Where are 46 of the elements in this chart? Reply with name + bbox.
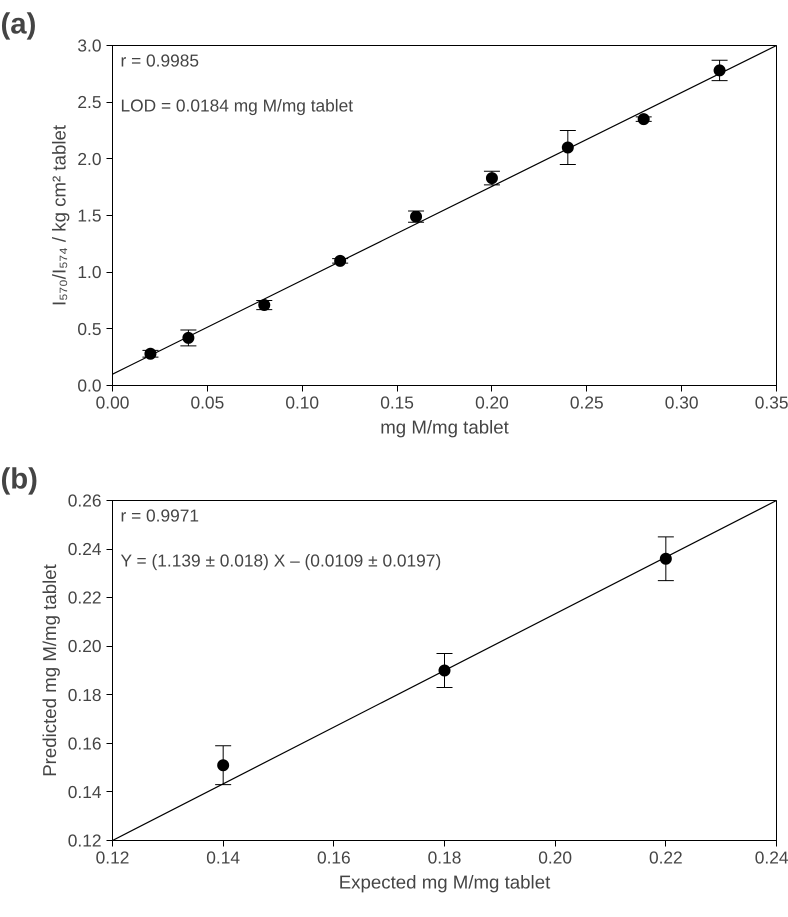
point bbox=[410, 210, 422, 223]
x-tick-label: 0.25 bbox=[570, 392, 604, 412]
x-tick-label: 0.15 bbox=[380, 392, 414, 412]
y-tick-label: 0.18 bbox=[68, 684, 102, 705]
x-tick-label: 0.12 bbox=[96, 848, 130, 868]
annotation: r = 0.9971 bbox=[120, 506, 200, 526]
point bbox=[144, 348, 156, 360]
y-tick-label: 0.24 bbox=[68, 539, 102, 560]
y-tick-label: 0.22 bbox=[68, 588, 102, 608]
x-tick-label: 0.10 bbox=[285, 392, 320, 412]
y-axis-title: I₅₇₀/I₅₇₄ / kg cm² tablet bbox=[48, 124, 70, 306]
y-tick-label: 3.0 bbox=[77, 36, 102, 56]
x-tick-label: 0.20 bbox=[538, 848, 572, 868]
y-tick-label: 1.5 bbox=[77, 206, 102, 226]
point bbox=[258, 299, 270, 312]
x-tick-label: 0.24 bbox=[754, 848, 788, 868]
point bbox=[217, 759, 230, 772]
x-tick-label: 0.14 bbox=[206, 848, 240, 868]
y-tick-label: 0.20 bbox=[68, 636, 102, 656]
y-axis-title: Predicted mg M/mg tablet bbox=[38, 563, 60, 777]
x-tick-label: 0.30 bbox=[664, 392, 699, 412]
x-tick-label: 0.35 bbox=[754, 392, 788, 412]
x-axis-title: mg M/mg tablet bbox=[380, 416, 510, 438]
annotation: r = 0.9985 bbox=[120, 50, 200, 70]
y-tick-label: 0.0 bbox=[77, 376, 102, 396]
y-tick-label: 0.16 bbox=[68, 733, 102, 754]
y-tick-label: 0.26 bbox=[68, 490, 102, 510]
y-tick-label: 0.5 bbox=[77, 318, 102, 339]
y-tick-label: 1.0 bbox=[77, 262, 102, 282]
point bbox=[638, 113, 650, 126]
annotation: Y = (1.139 ± 0.018) X – (0.0109 ± 0.0197) bbox=[120, 550, 442, 570]
point bbox=[334, 254, 346, 267]
y-tick-label: 0.14 bbox=[68, 782, 102, 802]
chart-title: (b) bbox=[0, 462, 38, 496]
annotation: LOD = 0.0184 mg M/mg tablet bbox=[120, 96, 354, 116]
y-tick-label: 2.0 bbox=[77, 148, 102, 169]
x-axis-title: Expected mg M/mg tablet bbox=[338, 872, 552, 892]
y-tick-label: 2.5 bbox=[77, 92, 102, 112]
x-tick-label: 0.16 bbox=[316, 848, 351, 868]
y-tick-label: 0.12 bbox=[68, 830, 102, 850]
x-tick-label: 0.20 bbox=[475, 392, 509, 412]
x-tick-label: 0.22 bbox=[648, 848, 683, 868]
x-tick-label: 0.18 bbox=[428, 848, 462, 868]
x-tick-label: 0.05 bbox=[190, 392, 224, 412]
x-tick-label: 0.00 bbox=[96, 392, 130, 412]
chart-title: (a) bbox=[0, 8, 36, 40]
